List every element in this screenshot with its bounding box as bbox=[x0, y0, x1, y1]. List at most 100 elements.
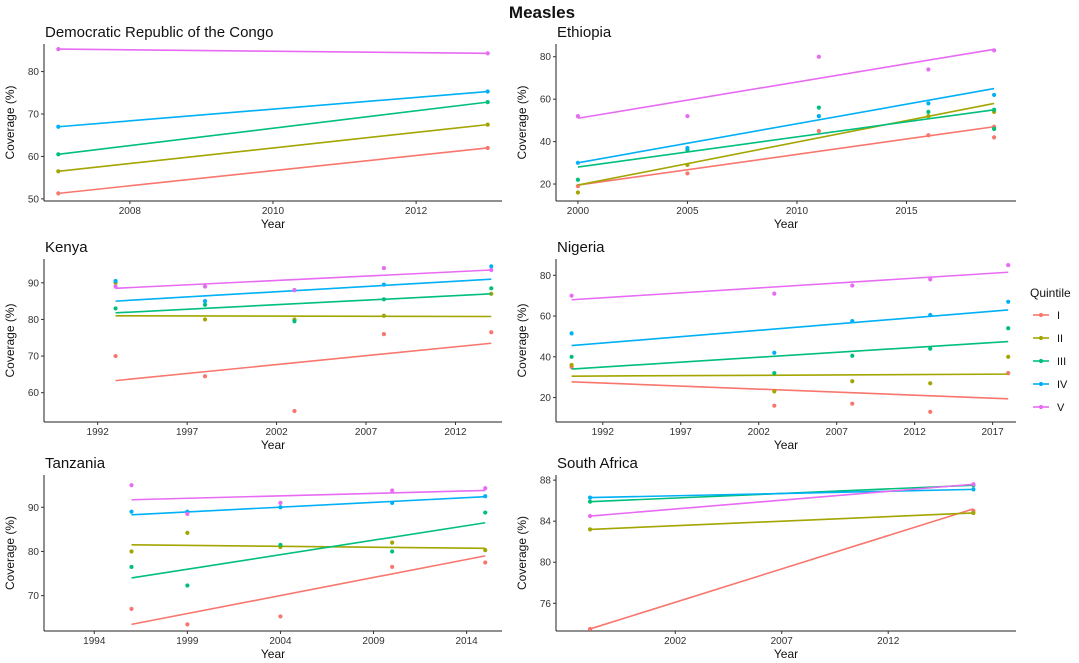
series-i-democratic-republic-of-the-congo bbox=[56, 145, 490, 196]
y-tick-label: 76 bbox=[540, 599, 552, 610]
trend-line-ii bbox=[115, 314, 492, 318]
x-tick-label: 2007 bbox=[355, 427, 378, 438]
x-tick-label: 2012 bbox=[444, 427, 467, 438]
data-point-iii bbox=[113, 306, 118, 311]
x-tick-label: 2012 bbox=[904, 427, 927, 438]
data-point-iii bbox=[991, 126, 997, 131]
series-i-kenya bbox=[113, 330, 494, 414]
y-tick-label: 70 bbox=[28, 110, 40, 121]
data-point-v bbox=[569, 293, 574, 298]
panel-title-democratic-republic-of-the-congo: Democratic Republic of the Congo bbox=[45, 24, 273, 41]
data-point-iii bbox=[278, 542, 283, 547]
panel-title-nigeria: Nigeria bbox=[557, 239, 605, 256]
figure-title: Measles bbox=[509, 3, 575, 22]
y-axis-title: Coverage (%) bbox=[515, 85, 529, 159]
series-v-south-africa bbox=[587, 482, 976, 519]
x-axis-title: Year bbox=[774, 647, 798, 661]
data-point-i bbox=[390, 564, 395, 570]
x-tick-label: 1992 bbox=[87, 427, 110, 438]
data-point-i bbox=[381, 331, 387, 337]
data-point-v bbox=[381, 266, 387, 271]
x-tick-label: 2015 bbox=[895, 206, 918, 217]
data-point-v bbox=[772, 291, 777, 296]
trend-line-i bbox=[571, 381, 1009, 400]
trend-line-ii bbox=[571, 373, 1009, 377]
x-axis-title: Year bbox=[261, 217, 285, 231]
data-point-ii bbox=[772, 389, 777, 394]
panel-democratic-republic-of-the-congo: Democratic Republic of the Congo 2008 2010… bbox=[3, 24, 502, 231]
data-point-iv bbox=[587, 495, 593, 500]
y-tick-label: 40 bbox=[540, 137, 552, 148]
data-point-iii bbox=[129, 564, 134, 570]
data-point-i bbox=[185, 622, 190, 627]
trend-line-iii bbox=[131, 521, 486, 579]
series-v-democratic-republic-of-the-congo bbox=[56, 46, 490, 56]
data-point-iii bbox=[816, 105, 821, 110]
data-point-iii bbox=[185, 583, 190, 588]
y-tick-label: 84 bbox=[540, 517, 552, 528]
data-point-i bbox=[113, 353, 118, 359]
series-iv-south-africa bbox=[587, 487, 976, 500]
data-point-v bbox=[129, 483, 134, 488]
x-tick-label: 2002 bbox=[265, 427, 288, 438]
trend-line-ii bbox=[590, 512, 974, 531]
y-axis-title: Coverage (%) bbox=[515, 303, 529, 377]
data-point-iii bbox=[483, 510, 488, 515]
panel-ethiopia: Ethiopia 2000 2005 2010 2015 20 40 60 80 Year Cove… bbox=[515, 24, 1016, 231]
trend-line-v bbox=[577, 48, 995, 120]
trend-line-i bbox=[115, 342, 492, 382]
series-i-tanzania bbox=[129, 555, 488, 627]
trend-line-i bbox=[589, 508, 974, 630]
data-point-iii bbox=[926, 109, 931, 114]
legend-label: II bbox=[1057, 333, 1063, 345]
panels-group: Democratic Republic of the Congo 2008 2010… bbox=[3, 24, 1016, 661]
panel-title-ethiopia: Ethiopia bbox=[557, 24, 612, 41]
data-point-i bbox=[928, 409, 933, 414]
data-point-iv bbox=[390, 500, 395, 505]
data-point-iv bbox=[772, 350, 777, 355]
data-point-v bbox=[390, 488, 395, 493]
data-point-iii bbox=[489, 286, 494, 291]
data-point-iv bbox=[113, 278, 118, 284]
trend-line-iii bbox=[115, 292, 492, 314]
panel-south-africa: South Africa 2002 2007 2012 76 80 84 88 Year Cove… bbox=[515, 455, 1016, 661]
x-axis-title: Year bbox=[261, 438, 285, 452]
trend-line-ii bbox=[131, 544, 486, 550]
x-tick-label: 2017 bbox=[981, 427, 1004, 438]
data-point-v bbox=[991, 48, 997, 53]
y-tick-label: 88 bbox=[540, 476, 552, 487]
data-point-iv bbox=[129, 509, 134, 514]
series-ii-south-africa bbox=[587, 510, 976, 532]
data-point-ii bbox=[928, 381, 933, 386]
series-ii-democratic-republic-of-the-congo bbox=[56, 122, 490, 174]
x-tick-label: 2002 bbox=[664, 636, 687, 647]
panel-title-tanzania: Tanzania bbox=[45, 455, 106, 472]
panel-title-south-africa: South Africa bbox=[557, 455, 639, 472]
data-point-iii bbox=[381, 297, 387, 302]
y-tick-label: 50 bbox=[28, 194, 40, 205]
x-tick-label: 2004 bbox=[269, 636, 292, 647]
trend-line-iv bbox=[590, 488, 974, 499]
trend-line-iii bbox=[571, 340, 1009, 370]
x-tick-label: 2005 bbox=[676, 206, 699, 217]
data-point-v bbox=[926, 67, 931, 72]
panel-title-kenya: Kenya bbox=[45, 239, 88, 256]
data-point-iv bbox=[850, 319, 855, 324]
series-v-ethiopia bbox=[575, 48, 997, 120]
data-point-v bbox=[1006, 263, 1011, 268]
x-axis-title: Year bbox=[774, 217, 798, 231]
y-tick-label: 70 bbox=[28, 591, 40, 602]
series-iii-nigeria bbox=[569, 326, 1011, 376]
y-tick-label: 70 bbox=[28, 352, 40, 363]
x-tick-label: 1999 bbox=[176, 636, 199, 647]
series-iv-democratic-republic-of-the-congo bbox=[56, 89, 490, 129]
trend-line-iv bbox=[58, 90, 488, 128]
data-point-iv bbox=[991, 92, 997, 98]
legend-key-point bbox=[1038, 404, 1044, 410]
trend-line-i bbox=[577, 125, 995, 186]
data-point-ii bbox=[381, 313, 387, 318]
data-point-i bbox=[483, 560, 488, 565]
legend-label: V bbox=[1057, 402, 1065, 414]
